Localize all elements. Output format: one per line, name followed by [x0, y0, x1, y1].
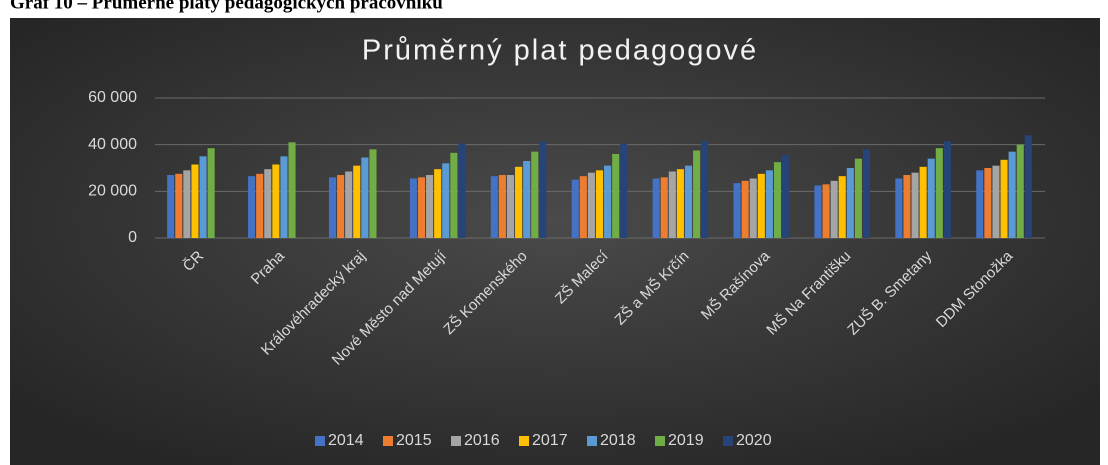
bar: [782, 155, 790, 238]
bar: [353, 165, 361, 238]
y-tick-label: 20 000: [88, 183, 137, 200]
bar: [830, 180, 838, 238]
bar: [749, 178, 757, 238]
bar: [361, 157, 369, 238]
bar: [701, 141, 709, 238]
bar: [822, 184, 830, 238]
bar: [539, 141, 547, 238]
bar: [328, 177, 337, 238]
bar: [450, 152, 458, 238]
bar: [369, 149, 377, 238]
bar: [1008, 151, 1016, 238]
bar: [191, 164, 199, 238]
bar: [1000, 159, 1008, 238]
bar: [773, 162, 782, 238]
bar: [579, 176, 587, 238]
bar: [733, 183, 741, 238]
bar: [854, 158, 862, 238]
legend-swatch: [519, 436, 529, 446]
bar: [531, 151, 539, 238]
bar: [498, 175, 506, 238]
bar: [684, 165, 693, 238]
bar: [862, 149, 871, 238]
bar: [838, 176, 846, 238]
legend-swatch: [315, 436, 325, 446]
bar: [426, 175, 434, 238]
bar: [506, 175, 515, 238]
y-tick-label: 40 000: [88, 136, 137, 153]
bar: [984, 168, 992, 238]
bar: [652, 178, 660, 238]
bar: [976, 170, 984, 238]
bar: [288, 142, 296, 238]
legend-label: 2020: [736, 432, 772, 449]
caption: Graf 10 – Průměrné platy pedagogických p…: [10, 0, 443, 13]
y-tick-label: 0: [128, 229, 137, 246]
bar: [458, 143, 466, 238]
bar: [595, 170, 604, 238]
legend-label: 2017: [532, 432, 568, 449]
bar: [903, 175, 911, 238]
bar: [256, 173, 264, 238]
bar: [757, 173, 765, 238]
bar: [434, 169, 442, 238]
legend-swatch: [383, 436, 393, 446]
bar: [846, 168, 854, 238]
legend-label: 2018: [600, 432, 636, 449]
bar: [814, 185, 822, 238]
bar: [765, 170, 773, 238]
bar: [604, 165, 612, 238]
bar: [571, 179, 579, 238]
bar: [741, 180, 749, 238]
bar: [442, 163, 450, 238]
legend-swatch: [451, 436, 461, 446]
bar: [272, 164, 280, 238]
bar: [676, 169, 684, 238]
bar: [927, 158, 935, 238]
bar: [943, 141, 951, 238]
bar: [911, 172, 919, 238]
legend-label: 2014: [328, 432, 364, 449]
bar: [693, 150, 701, 238]
bar: [1016, 144, 1024, 238]
bar: [515, 166, 523, 238]
legend-swatch: [655, 436, 665, 446]
bar: [523, 161, 531, 238]
bar: [175, 173, 183, 238]
bar: [668, 171, 676, 238]
chart-title: Průměrný plat pedagogové: [362, 35, 758, 67]
legend-label: 2019: [668, 432, 704, 449]
bar: [490, 176, 498, 238]
bar: [660, 177, 668, 238]
bar: [992, 165, 1000, 238]
bar: [264, 169, 272, 238]
y-tick-label: 60 000: [88, 89, 137, 106]
bar: [183, 170, 191, 238]
bar: [409, 178, 417, 238]
bar: [337, 175, 345, 238]
bar: [280, 156, 288, 238]
bar: [1024, 135, 1032, 238]
bar: [612, 154, 620, 238]
legend-swatch: [587, 436, 597, 446]
bar: [587, 172, 595, 238]
bar: [248, 176, 256, 238]
bar: [199, 156, 207, 238]
legend-swatch: [723, 436, 733, 446]
chart-background: [10, 18, 1100, 465]
bar: [207, 148, 215, 238]
bar: [919, 166, 927, 238]
legend-label: 2015: [396, 432, 432, 449]
bar: [620, 143, 628, 238]
bar: [895, 178, 903, 238]
bar: [167, 175, 175, 238]
bar: [935, 148, 943, 238]
bar: [345, 171, 353, 238]
bar: [417, 177, 426, 238]
legend-label: 2016: [464, 432, 500, 449]
